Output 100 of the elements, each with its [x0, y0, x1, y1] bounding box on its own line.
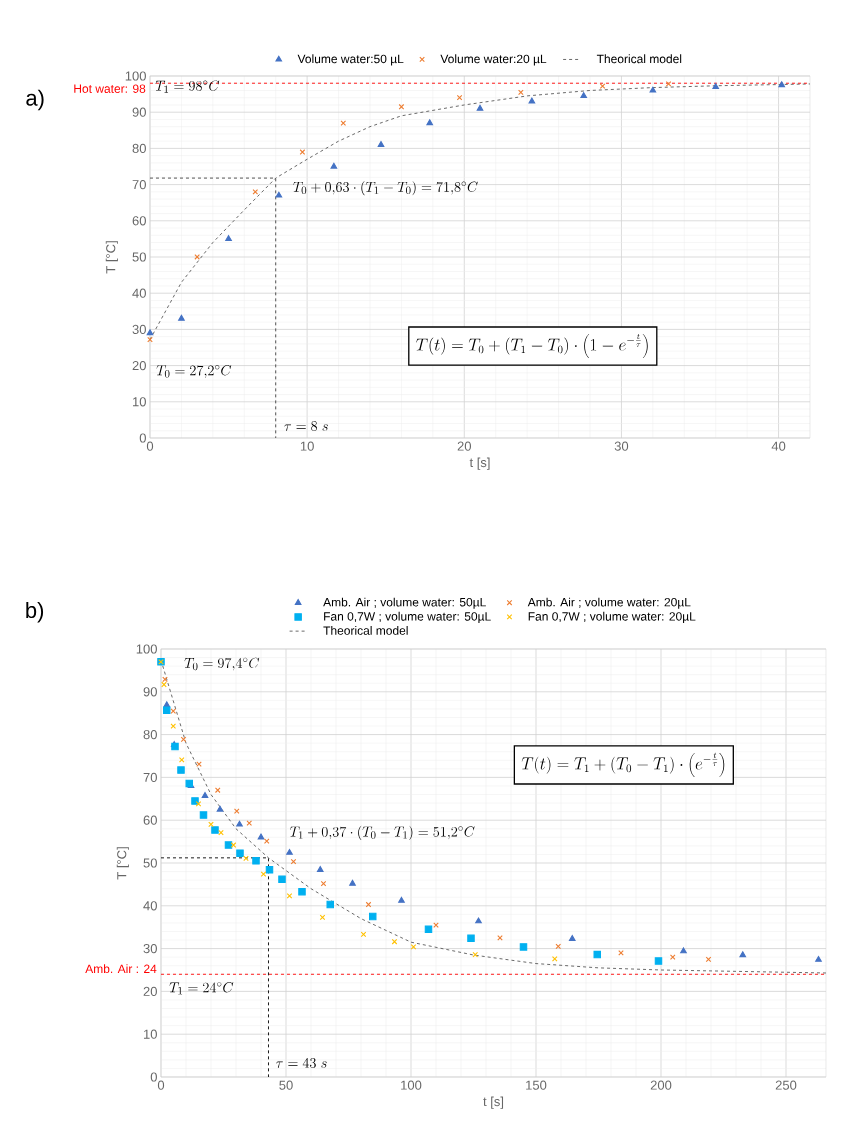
annotation: $\tau = 43\ s$ — [276, 1057, 327, 1068]
point — [472, 951, 479, 958]
x-tick-label: 20 — [457, 441, 472, 451]
point — [649, 86, 657, 93]
point — [194, 254, 200, 260]
text: a) — [26, 89, 44, 111]
point — [224, 841, 233, 849]
point — [369, 912, 377, 921]
point — [180, 736, 187, 743]
legend-label: Amb. Air ; volume water: 50µL — [323, 597, 486, 609]
point — [163, 706, 171, 714]
point — [177, 766, 185, 774]
point — [201, 792, 209, 798]
annotation: $T_1 = 24^{\circ}C$ — [169, 982, 234, 995]
annotation: $T(t) = T_0 + (T_1 - T_0)\cdot\left(1 - e^{-\frac{t}{\tau}}\right)$ — [416, 333, 648, 359]
point — [398, 103, 405, 110]
y-tick-label: 80 — [143, 729, 157, 740]
point — [778, 81, 786, 88]
point — [208, 821, 214, 828]
point — [260, 871, 267, 877]
y-tick-label: 100 — [125, 71, 146, 81]
point — [410, 944, 417, 950]
point — [518, 89, 524, 96]
point — [290, 858, 297, 865]
point — [568, 935, 576, 941]
point — [665, 81, 672, 87]
annotation: $T_0 = 97{,}4^{\circ}C$ — [184, 657, 260, 671]
y-tick-label: 40 — [132, 288, 146, 298]
point — [815, 955, 822, 962]
legend-label: Theorical model — [596, 54, 682, 64]
point — [712, 83, 720, 90]
point — [476, 104, 484, 111]
point — [170, 723, 177, 729]
y-tick-label: 10 — [132, 397, 146, 407]
point — [265, 866, 274, 874]
x-tick-label: 30 — [614, 441, 629, 451]
x-tick-label: 100 — [401, 1080, 422, 1090]
point — [599, 83, 606, 89]
annotation: $T(t) = T_1 + (T_0 - T_1)\cdot\left(e^{-\frac{t}{\tau}}\right)$ — [521, 752, 725, 777]
point — [178, 314, 185, 321]
legend-label: Amb. Air ; volume water: 20µL — [527, 597, 691, 609]
point — [593, 950, 601, 959]
point — [195, 801, 202, 807]
y-tick-label: 40 — [143, 901, 157, 911]
point — [519, 943, 528, 951]
y-tick-label: 20 — [143, 986, 157, 996]
x-tick-label: 10 — [300, 441, 314, 451]
chart-title: b) — [26, 601, 44, 623]
point — [426, 119, 434, 126]
point — [275, 191, 283, 198]
annotation: $T_1 = 98^{\circ}C$ — [155, 80, 220, 93]
point — [191, 797, 199, 805]
y-tick-label: 60 — [132, 216, 146, 226]
point — [147, 336, 153, 343]
x-axis-title: t [s] — [469, 457, 490, 470]
y-tick-label: 30 — [132, 324, 146, 334]
point — [146, 329, 154, 336]
point — [286, 848, 293, 855]
point — [236, 820, 243, 827]
point — [225, 235, 232, 242]
point — [252, 189, 259, 195]
point — [278, 875, 286, 884]
point — [456, 94, 463, 101]
x-axis-title: t [s] — [483, 1096, 504, 1109]
point — [580, 92, 588, 99]
point — [316, 866, 324, 872]
point — [340, 120, 347, 126]
point — [475, 917, 482, 924]
point — [424, 925, 433, 934]
point — [528, 97, 536, 104]
x-tick-label: 40 — [771, 441, 786, 451]
x-tick-label: 150 — [526, 1080, 547, 1090]
point — [326, 900, 334, 909]
point — [214, 787, 221, 794]
point — [551, 956, 558, 962]
point — [263, 838, 270, 844]
point — [298, 887, 306, 896]
point — [286, 893, 293, 899]
x-tick-label: 0 — [157, 1080, 165, 1090]
point — [252, 857, 260, 865]
point — [230, 842, 237, 848]
y-tick-label: 30 — [143, 943, 157, 954]
y-tick-label: 0 — [139, 433, 146, 443]
point — [257, 833, 265, 840]
point — [243, 855, 249, 862]
point — [497, 935, 503, 941]
y-tick-label: 0 — [150, 1072, 157, 1082]
annotation: $T_1 + 0{,}37\cdot(T_0 - T_1) = 51{,}2^{\circ}C$ — [290, 825, 475, 841]
point — [211, 826, 219, 834]
legend-label: Fan 0,7W ; volume water: 50µL — [324, 611, 491, 624]
point — [171, 742, 179, 751]
point — [170, 708, 177, 714]
point — [391, 938, 398, 945]
point — [618, 950, 624, 956]
point — [377, 141, 385, 147]
y-tick-label: 50 — [132, 252, 146, 262]
y-tick-label: 90 — [143, 687, 157, 697]
y-tick-label: 20 — [132, 360, 146, 371]
point — [555, 943, 562, 950]
y-axis-title: T [°C] — [116, 847, 129, 880]
